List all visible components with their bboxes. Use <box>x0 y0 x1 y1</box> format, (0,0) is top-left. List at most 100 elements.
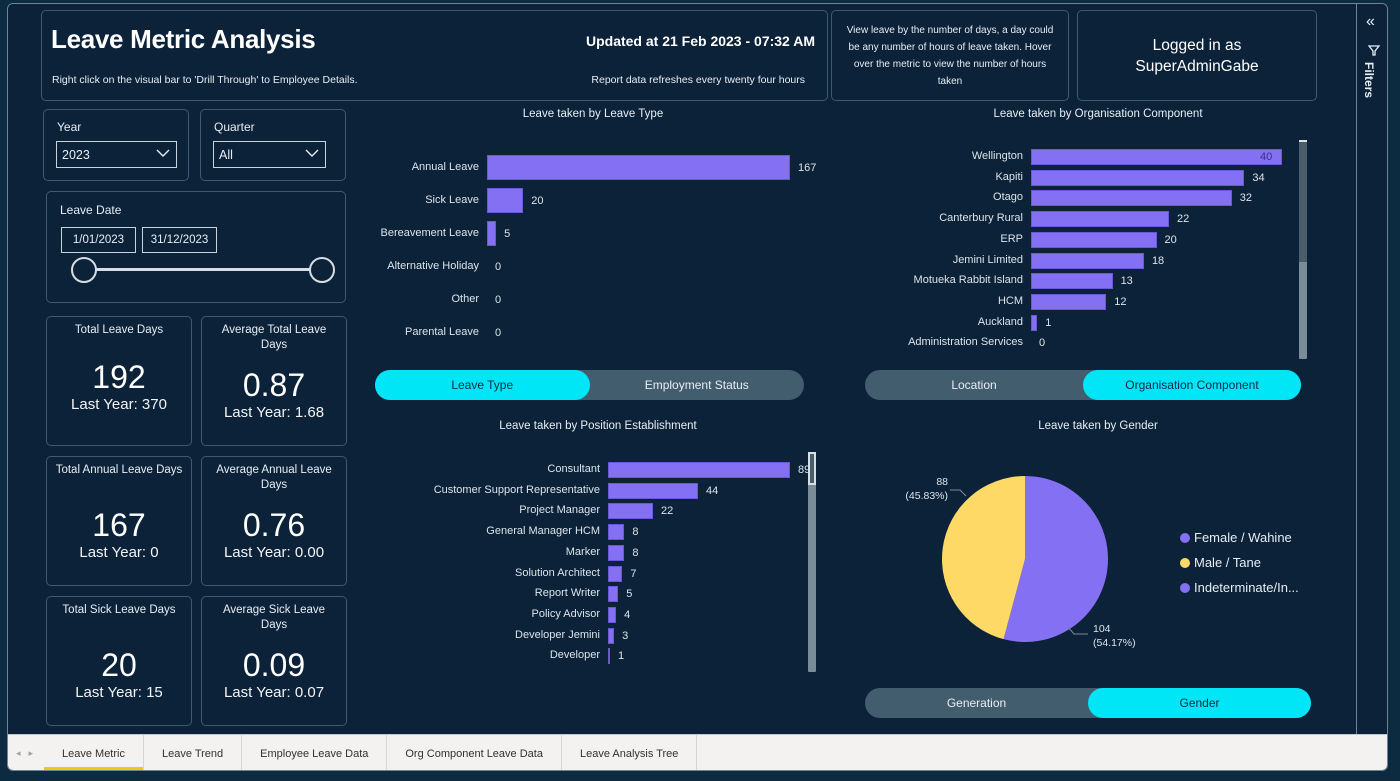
kpi-card[interactable]: Total Annual Leave Days 167 Last Year: 0 <box>46 456 192 586</box>
position-chart-scroll-thumb[interactable] <box>808 452 816 485</box>
bar[interactable] <box>608 482 698 499</box>
tab-leave-trend[interactable]: Leave Trend <box>144 735 243 770</box>
kpi-last-year: Last Year: 15 <box>75 684 163 701</box>
leave-date-slicer: Leave Date 1/01/2023 31/12/2023 <box>46 191 346 303</box>
bar[interactable] <box>487 155 790 180</box>
bar[interactable] <box>608 627 615 644</box>
category-label: Solution Architect <box>515 566 600 579</box>
kpi-title: Average Total Leave Days <box>221 324 327 351</box>
data-label: 20 <box>1164 233 1177 246</box>
kpi-card[interactable]: Total Sick Leave Days 20 Last Year: 15 <box>46 596 192 726</box>
tab-leave-analysis-tree[interactable]: Leave Analysis Tree <box>562 735 698 770</box>
bar[interactable] <box>1031 169 1245 186</box>
gender-toggle: Generation Gender <box>865 688 1311 718</box>
bar[interactable] <box>1031 231 1157 248</box>
bar[interactable] <box>1031 273 1113 290</box>
login-label: Logged in as <box>1152 36 1242 54</box>
category-label: Canterbury Rural <box>939 212 1023 225</box>
pie-slice-female[interactable] <box>1003 476 1108 642</box>
kpi-card[interactable]: Average Annual Leave Days 0.76 Last Year: … <box>201 456 347 586</box>
category-label: Bereavement Leave <box>380 226 479 239</box>
quarter-dropdown[interactable]: All <box>213 141 326 168</box>
kpi-title: Total Sick Leave Days <box>62 604 176 616</box>
toggle-employment-status[interactable]: Employment Status <box>644 378 749 392</box>
data-label: 0 <box>495 326 502 339</box>
bar[interactable] <box>608 606 617 623</box>
chevron-down-icon <box>305 149 319 157</box>
report-frame: Leave Metric Analysis Right click on the… <box>7 3 1388 771</box>
toggle-organisation-component[interactable]: Organisation Component <box>1083 370 1301 400</box>
bar[interactable] <box>1031 190 1232 207</box>
data-label: 0 <box>495 293 502 306</box>
kpi-title: Total Leave Days <box>74 324 164 336</box>
category-label: Parental Leave <box>405 325 479 338</box>
bar[interactable] <box>1031 211 1170 228</box>
data-label: 0 <box>1039 337 1046 350</box>
legend-item-female[interactable]: Female / Wahine <box>1180 525 1299 550</box>
bar[interactable] <box>608 462 790 478</box>
kpi-value: 0.76 <box>242 507 306 543</box>
toggle-location[interactable]: Location <box>951 378 997 392</box>
toggle-generation[interactable]: Generation <box>946 696 1007 710</box>
data-label: 22 <box>660 505 674 518</box>
date-range-start-handle[interactable] <box>71 257 97 283</box>
data-label: 34 <box>1252 171 1265 184</box>
bar[interactable] <box>487 188 524 213</box>
tab-org-component-leave-data[interactable]: Org Component Leave Data <box>387 735 562 770</box>
bar[interactable] <box>1031 293 1107 310</box>
pie-label-male: 88 (45.83%) <box>896 475 948 503</box>
tab-leave-metric[interactable]: Leave Metric <box>44 735 144 770</box>
bar[interactable] <box>608 544 625 561</box>
legend-label: Indeterminate/In... <box>1194 580 1299 595</box>
date-range-track[interactable] <box>85 268 317 271</box>
org-chart-scroll-thumb[interactable] <box>1299 140 1307 262</box>
legend-label: Male / Tane <box>1194 555 1261 570</box>
category-label: ERP <box>1000 232 1023 245</box>
category-label: Project Manager <box>519 504 600 517</box>
pie-slice-male[interactable] <box>942 476 1025 640</box>
bar[interactable] <box>487 221 497 246</box>
bar[interactable] <box>608 648 611 665</box>
filters-pane[interactable]: « Filters <box>1356 4 1387 734</box>
kpi-card[interactable]: Total Leave Days 192 Last Year: 370 <box>46 316 192 446</box>
gender-legend: Female / Wahine Male / Tane Indeterminat… <box>1180 525 1299 600</box>
login-card: Logged in as SuperAdminGabe <box>1077 10 1317 101</box>
bar[interactable] <box>1031 252 1144 269</box>
kpi-value: 0.87 <box>242 367 306 403</box>
tab-next-icon[interactable]: ▸ <box>28 748 42 758</box>
data-label: 40 <box>1260 151 1273 163</box>
bar[interactable] <box>608 565 623 582</box>
category-label: Policy Advisor <box>531 607 600 620</box>
double-chevron-left-icon[interactable]: « <box>1366 13 1375 30</box>
date-range-end-handle[interactable] <box>309 257 335 283</box>
gender-chart-title: Leave taken by Gender <box>1038 420 1158 432</box>
bar[interactable] <box>1031 149 1282 165</box>
org-chart-scrollbar[interactable] <box>1299 140 1307 359</box>
legend-item-indeterminate[interactable]: Indeterminate/In... <box>1180 575 1299 600</box>
position-chart-scrollbar[interactable] <box>808 452 816 672</box>
bar[interactable] <box>608 586 619 603</box>
quarter-value: All <box>219 147 233 162</box>
data-label: 7 <box>630 567 637 580</box>
bar[interactable] <box>608 524 625 541</box>
tab-nav-arrows[interactable]: ◂▸ <box>16 748 41 759</box>
tab-employee-leave-data[interactable]: Employee Leave Data <box>242 735 388 770</box>
toggle-gender[interactable]: Gender <box>1088 688 1311 718</box>
toggle-leave-type[interactable]: Leave Type <box>375 370 590 400</box>
pie-label-male-percent: (45.83%) <box>905 490 948 502</box>
data-label: 89 <box>798 464 811 476</box>
kpi-value: 167 <box>92 507 146 543</box>
kpi-card[interactable]: Average Total Leave Days 0.87 Last Year: 1… <box>201 316 347 446</box>
kpi-card[interactable]: Average Sick Leave Days 0.09 Last Year: 0.… <box>201 596 347 726</box>
data-label: 8 <box>632 546 639 559</box>
legend-item-male[interactable]: Male / Tane <box>1180 550 1299 575</box>
end-date-input[interactable]: 31/12/2023 <box>142 227 217 253</box>
tab-prev-icon[interactable]: ◂ <box>16 748 29 758</box>
bar[interactable] <box>1031 314 1038 331</box>
info-card: View leave by the number of days, a day … <box>831 10 1069 101</box>
start-date-input[interactable]: 1/01/2023 <box>61 227 136 253</box>
data-label: 12 <box>1114 295 1127 308</box>
year-dropdown[interactable]: 2023 <box>56 141 177 168</box>
bar[interactable] <box>608 503 653 520</box>
category-label: Developer <box>549 649 600 662</box>
